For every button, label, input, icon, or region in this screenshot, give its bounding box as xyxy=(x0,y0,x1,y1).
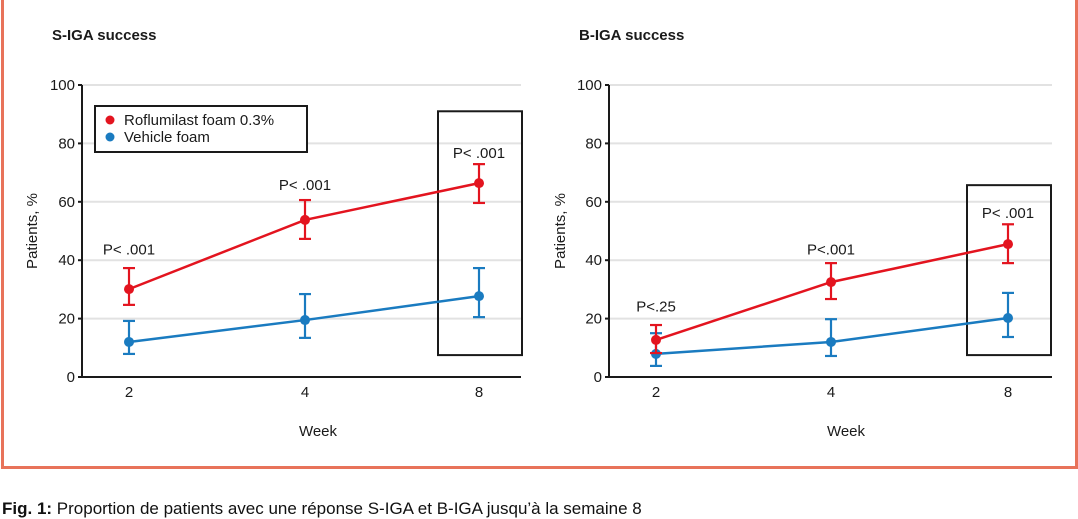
p-value-annotation: P< .001 xyxy=(103,241,155,258)
x-tick-labels: 2 4 8 xyxy=(652,384,1012,401)
data-point xyxy=(474,291,484,302)
axes xyxy=(605,84,1052,378)
axes xyxy=(78,84,521,378)
data-point xyxy=(300,214,310,225)
y-tick-label: 100 xyxy=(577,77,602,94)
data-point xyxy=(124,284,134,295)
caption-label: Fig. 1: xyxy=(2,499,53,518)
y-tick-label: 40 xyxy=(58,252,75,269)
annotations: P<.25 P<.001 P< .001 xyxy=(636,205,1034,315)
p-value-annotation: P<.25 xyxy=(636,298,676,315)
chart-b-iga: B-IGA success 0 20 40 60 80 100 2 4 8 We… xyxy=(552,27,1052,440)
data-point xyxy=(300,315,310,326)
figure-frame xyxy=(1,0,1078,469)
x-tick-labels: 2 4 8 xyxy=(125,384,483,401)
p-value-annotation: P< .001 xyxy=(279,177,331,194)
data-point xyxy=(651,334,661,345)
x-axis-label: Week xyxy=(827,423,866,440)
data-point xyxy=(826,277,836,288)
data-point xyxy=(826,336,836,347)
series-roflumilast xyxy=(123,163,485,306)
highlight-box-rect xyxy=(437,110,523,357)
legend-box xyxy=(94,105,308,153)
y-tick-label: 60 xyxy=(585,194,602,211)
y-tick-label: 80 xyxy=(585,135,602,152)
legend: Roflumilast foam 0.3% Vehicle foam xyxy=(94,105,308,153)
data-point xyxy=(1003,239,1013,250)
chart-s-iga: S-IGA success 0 20 40 60 80 100 2 4 8 We… xyxy=(24,27,523,440)
legend-marker-vehicle xyxy=(105,132,115,142)
y-tick-label: 80 xyxy=(58,135,75,152)
y-tick-label: 0 xyxy=(67,369,75,386)
series-vehicle xyxy=(650,291,1014,368)
y-tick-label: 100 xyxy=(50,77,75,94)
y-tick-label: 0 xyxy=(594,369,602,386)
highlight-box xyxy=(966,184,1052,357)
legend-label-roflumilast: Roflumilast foam 0.3% xyxy=(124,112,274,129)
x-tick-label: 8 xyxy=(475,384,483,401)
x-tick-label: 2 xyxy=(652,384,660,401)
x-tick-label: 2 xyxy=(125,384,133,401)
y-axis-label: Patients, % xyxy=(552,193,569,269)
highlight-box xyxy=(437,110,523,357)
legend-marker-roflumilast xyxy=(105,115,115,125)
y-tick-labels: 0 20 40 60 80 100 xyxy=(50,77,75,386)
chart-title: B-IGA success xyxy=(579,27,684,44)
x-tick-label: 4 xyxy=(301,384,309,401)
highlight-box-rect xyxy=(966,184,1052,357)
p-value-annotation: P< .001 xyxy=(982,205,1034,222)
series-layer xyxy=(650,223,1014,368)
y-tick-label: 20 xyxy=(585,311,602,328)
x-tick-label: 8 xyxy=(1004,384,1012,401)
series-layer xyxy=(123,163,485,356)
annotations: P< .001 P< .001 P< .001 xyxy=(103,145,505,258)
data-point xyxy=(474,178,484,189)
x-axis-label: Week xyxy=(299,423,338,440)
y-tick-label: 40 xyxy=(585,252,602,269)
y-tick-label: 20 xyxy=(58,311,75,328)
legend-label-vehicle: Vehicle foam xyxy=(124,129,210,146)
p-value-annotation: P< .001 xyxy=(453,145,505,162)
y-tick-label: 60 xyxy=(58,194,75,211)
chart-title: S-IGA success xyxy=(52,27,157,44)
x-tick-label: 4 xyxy=(827,384,835,401)
figure-caption: Fig. 1: Proportion de patients avec une … xyxy=(2,499,642,519)
data-point xyxy=(124,336,134,347)
p-value-annotation: P<.001 xyxy=(807,241,855,258)
y-axis-label: Patients, % xyxy=(24,193,41,269)
series-vehicle xyxy=(123,266,485,356)
gridlines xyxy=(609,84,1052,320)
y-tick-labels: 0 20 40 60 80 100 xyxy=(577,77,602,386)
caption-text: Proportion de patients avec une réponse … xyxy=(52,499,642,518)
series-roflumilast xyxy=(650,223,1014,355)
data-point xyxy=(1003,313,1013,324)
